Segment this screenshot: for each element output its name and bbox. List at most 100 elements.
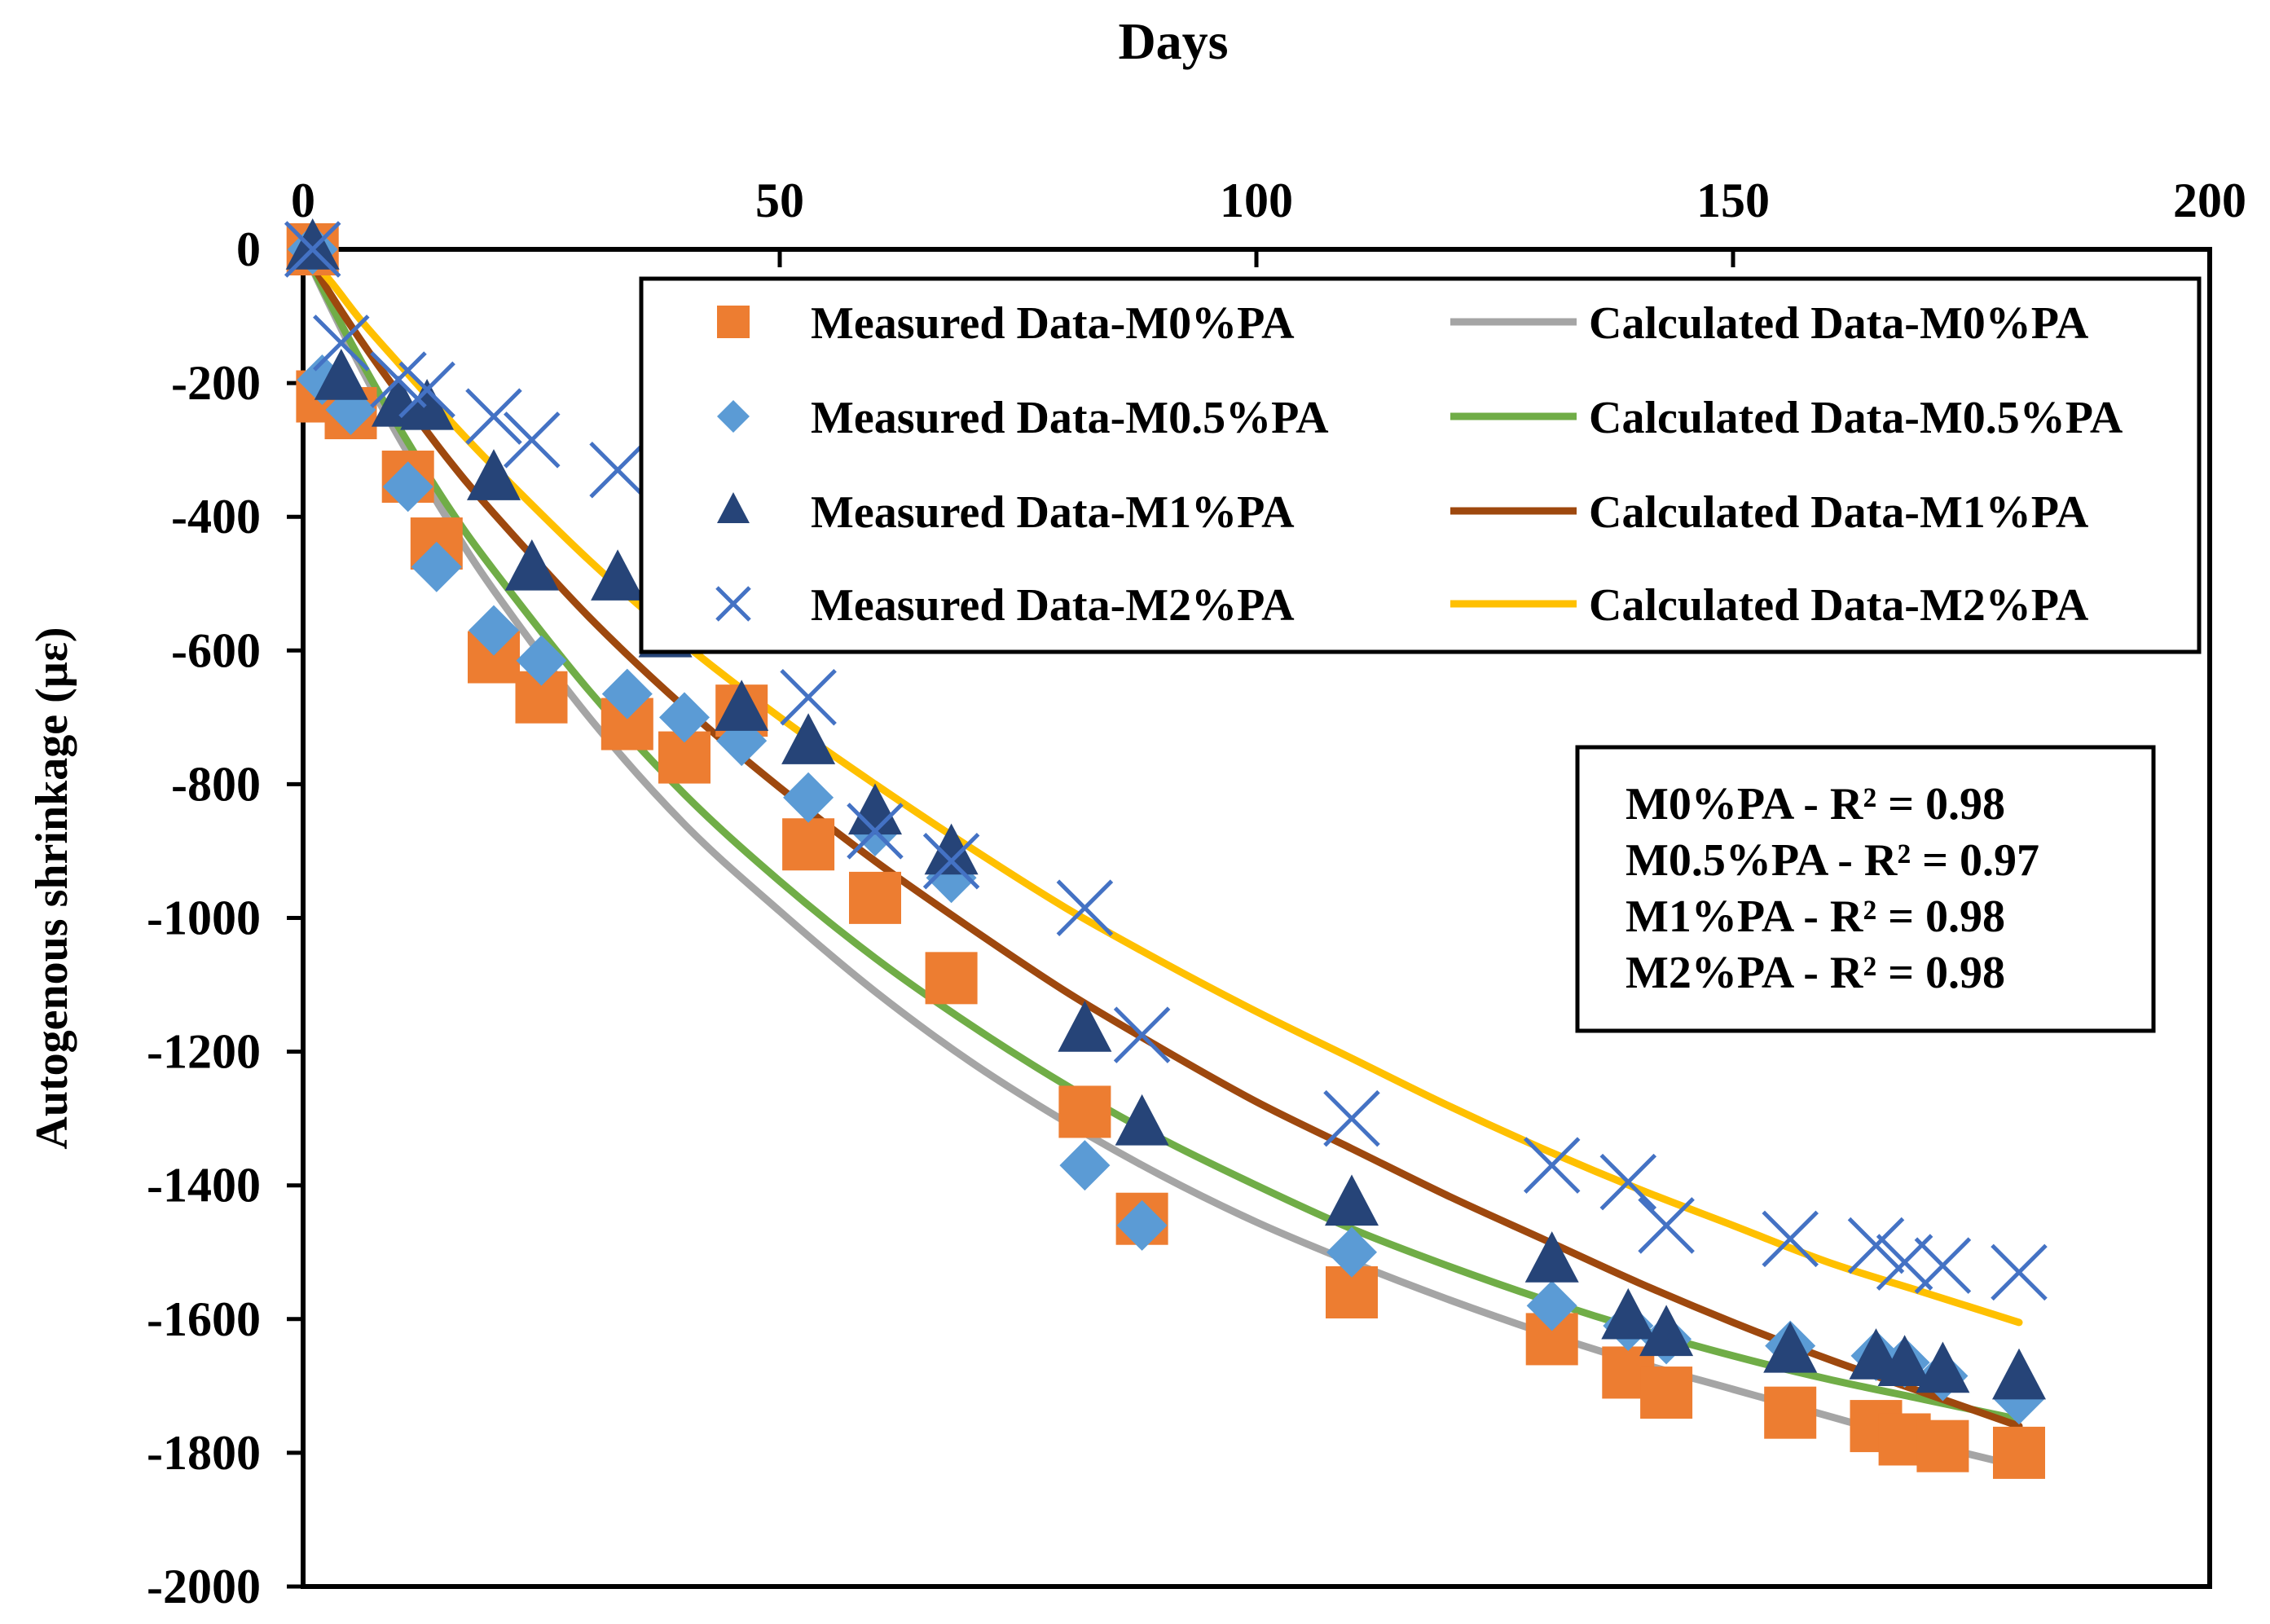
x-tick-label: 100 — [1220, 174, 1293, 227]
r-squared-label: M0.5%PA - R² = 0.97 — [1626, 835, 2039, 886]
y-tick-label: 0 — [236, 222, 261, 276]
data-point — [1601, 1287, 1656, 1340]
calculated-curve — [299, 245, 2023, 1430]
data-point — [1992, 1348, 2046, 1400]
data-point — [1640, 1367, 1693, 1419]
y-tick-label: -1800 — [147, 1426, 261, 1480]
y-tick-label: -400 — [171, 490, 261, 544]
x-tick-label: 200 — [2173, 174, 2246, 227]
data-point — [848, 783, 902, 835]
legend-label: Calculated Data-M0.5%PA — [1589, 393, 2123, 443]
calculated-curve — [299, 245, 2023, 1327]
legend-label: Measured Data-M1%PA — [811, 487, 1295, 538]
data-point — [411, 541, 462, 592]
data-point — [1599, 1153, 1657, 1211]
data-point — [601, 668, 653, 720]
data-point — [925, 952, 978, 1005]
data-point — [659, 692, 710, 743]
data-point — [1113, 1006, 1171, 1063]
cross-stroke — [1638, 1197, 1695, 1254]
cross-stroke — [465, 388, 522, 445]
cross-stroke — [1914, 1237, 1972, 1294]
y-tick-label: -2000 — [147, 1560, 261, 1613]
data-point — [1762, 1210, 1819, 1268]
x-tick-label: 0 — [291, 174, 315, 227]
legend-marker — [717, 400, 750, 433]
y-axis-title: Autogenous shrinkage (µε) — [27, 627, 77, 1149]
data-point — [1526, 1280, 1577, 1331]
data-point — [285, 218, 340, 270]
data-point — [924, 823, 979, 875]
r-squared-label: M2%PA - R² = 0.98 — [1626, 948, 2005, 998]
data-point — [314, 349, 368, 400]
data-point — [1914, 1237, 1972, 1294]
data-point — [1058, 1001, 1112, 1052]
y-tick-label: -1400 — [147, 1159, 261, 1212]
legend-label: Calculated Data-M2%PA — [1589, 580, 2089, 631]
data-point — [1639, 1305, 1694, 1357]
data-point — [847, 803, 904, 860]
r-squared-label: M0%PA - R² = 0.98 — [1626, 779, 2005, 830]
cross-stroke — [589, 441, 646, 499]
legend-label: Measured Data-M0%PA — [811, 298, 1295, 349]
y-tick-label: -1600 — [147, 1292, 261, 1346]
legend-label: Calculated Data-M0%PA — [1589, 298, 2089, 349]
data-point — [1877, 1335, 1932, 1386]
data-point — [783, 772, 834, 823]
cross-stroke — [1991, 1243, 2048, 1301]
data-point — [922, 832, 980, 890]
cross-stroke — [1056, 879, 1114, 936]
data-point — [467, 449, 521, 500]
cross-stroke — [284, 221, 341, 278]
data-point — [1323, 1089, 1380, 1147]
r-squared-label: M1%PA - R² = 0.98 — [1626, 891, 2005, 942]
legend-marker — [717, 306, 750, 338]
x-axis-ticks: 0 50 100 150 200 — [291, 174, 2246, 267]
y-axis-ticks: 0 -200 -400 -600 -800 -1000 -1200 -1400 -1600 -18… — [147, 222, 303, 1613]
y-tick-label: -1200 — [147, 1025, 261, 1079]
data-point — [504, 412, 561, 469]
cross-stroke — [1762, 1210, 1819, 1268]
cross-stroke — [398, 361, 455, 419]
data-point — [1116, 1199, 1168, 1251]
x-tick-label: 50 — [755, 174, 804, 227]
cross-stroke — [1599, 1153, 1657, 1211]
x-axis-title: Days — [1118, 12, 1228, 70]
data-point — [400, 378, 455, 430]
x-tick-label: 150 — [1696, 174, 1770, 227]
legend-marker — [717, 492, 750, 523]
legend-label: Measured Data-M0.5%PA — [811, 393, 1329, 443]
cross-stroke — [1847, 1217, 1905, 1274]
legend-label: Measured Data-M2%PA — [811, 580, 1295, 631]
data-point — [1847, 1217, 1905, 1274]
data-point — [1115, 1094, 1169, 1146]
y-tick-label: -200 — [171, 356, 261, 410]
data-point — [1763, 1321, 1818, 1373]
data-point — [1325, 1174, 1379, 1226]
cross-stroke — [370, 351, 427, 408]
data-point — [1638, 1197, 1695, 1254]
data-point — [782, 818, 835, 871]
y-tick-label: -800 — [171, 757, 261, 811]
data-point — [849, 871, 901, 924]
cross-stroke — [1323, 1089, 1380, 1147]
data-point — [465, 388, 522, 445]
legend-label: Calculated Data-M1%PA — [1589, 487, 2089, 538]
cross-stroke — [504, 412, 561, 469]
data-point — [1056, 879, 1114, 936]
axes: 0 50 100 150 200 0 -200 -400 -600 -800 -1000 -1200… — [27, 12, 2246, 1613]
data-point — [1991, 1243, 2048, 1301]
data-point — [1916, 1341, 1970, 1393]
y-tick-label: -600 — [171, 623, 261, 677]
cross-stroke — [1113, 1006, 1171, 1063]
data-point — [1058, 1085, 1111, 1138]
data-point — [313, 315, 370, 372]
data-point — [1993, 1426, 2045, 1479]
data-point — [591, 549, 645, 601]
data-point — [504, 539, 559, 591]
data-point — [469, 605, 519, 656]
legend-box — [639, 276, 2202, 654]
y-tick-label: -1000 — [147, 891, 261, 945]
